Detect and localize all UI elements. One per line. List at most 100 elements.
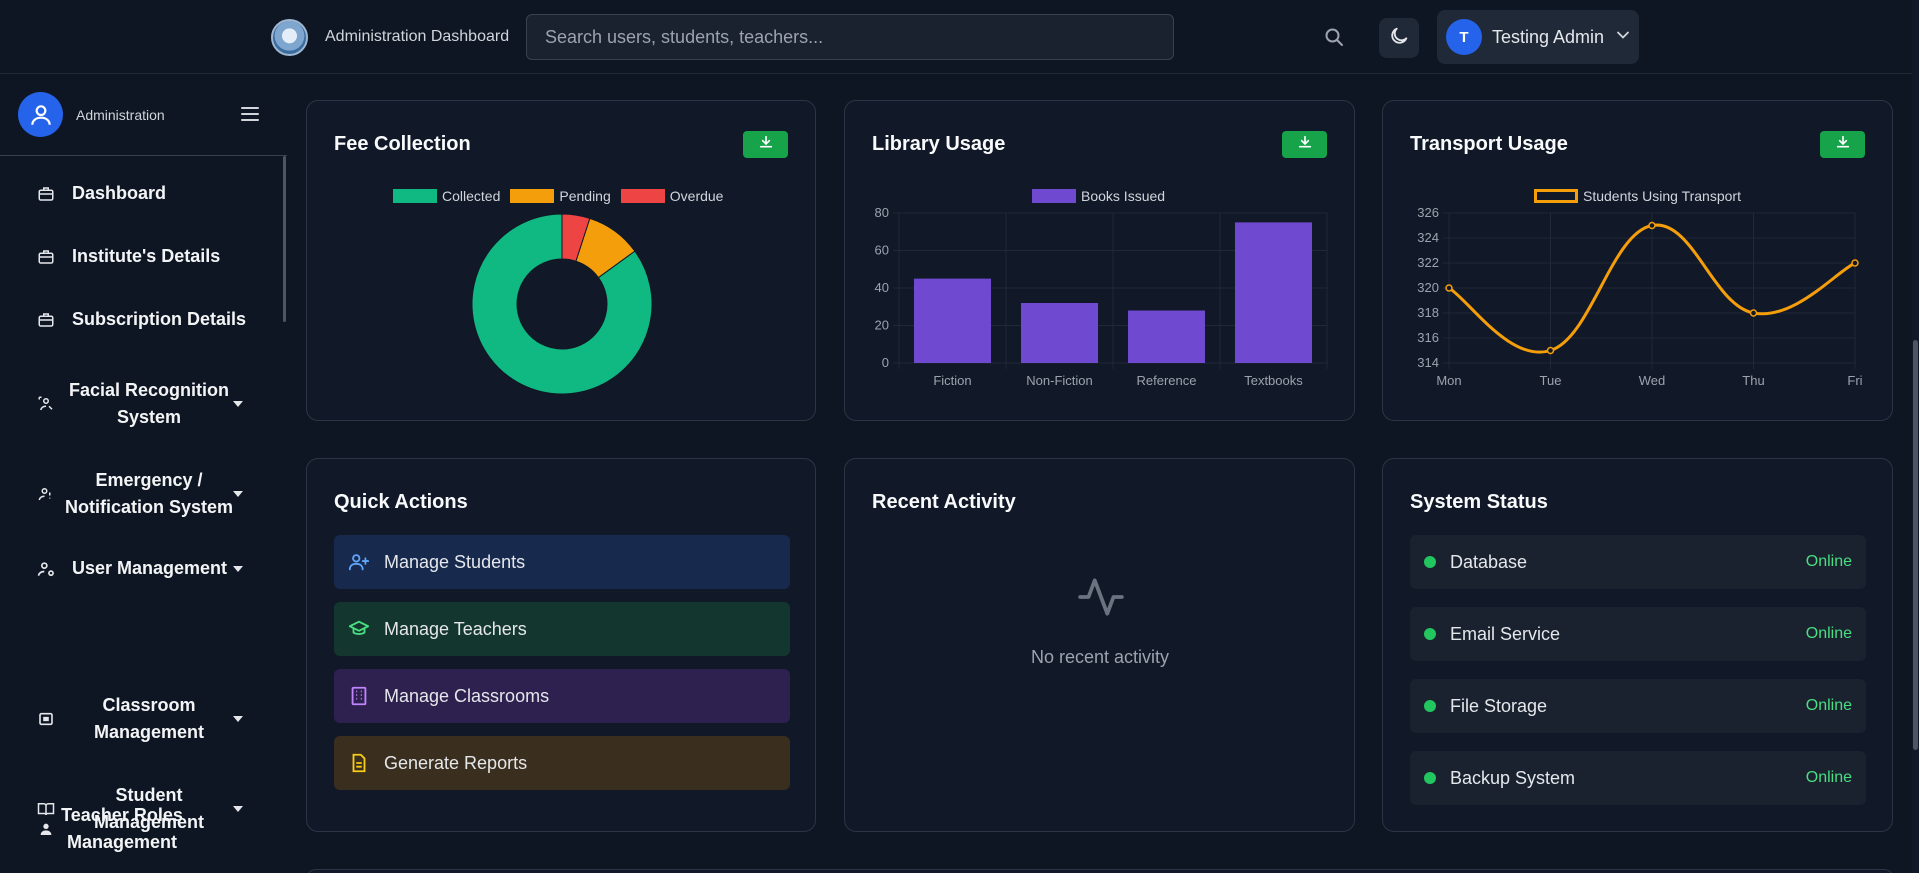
y-tick-label: 40	[875, 280, 889, 295]
sidebar-item-student-management[interactable]: Student Management	[0, 779, 282, 839]
legend-swatch	[1534, 189, 1578, 203]
status-dot	[1424, 628, 1436, 640]
y-tick-label: 324	[1417, 230, 1439, 245]
status-badge: Online	[1805, 553, 1852, 570]
label-line-2: Management	[93, 812, 205, 832]
next-card	[306, 869, 1894, 873]
sidebar-item-classroom-management[interactable]: Classroom Management	[0, 689, 282, 749]
legend-item[interactable]: Pending	[510, 188, 611, 204]
x-tick-label: Fri	[1847, 373, 1862, 388]
y-tick-label: 326	[1417, 205, 1439, 220]
sidebar-item-facial-recognition[interactable]: Facial Recognition System	[0, 374, 282, 434]
y-tick-label: 314	[1417, 355, 1439, 370]
sidebar-header: Administration	[0, 74, 287, 156]
bar	[913, 278, 992, 363]
legend-label: Students Using Transport	[1583, 188, 1741, 204]
label-line-2: Notification System	[64, 497, 234, 517]
data-point	[1445, 284, 1453, 292]
y-tick-label: 60	[875, 243, 889, 258]
pie-slice	[471, 213, 653, 395]
x-tick-label: Thu	[1742, 373, 1764, 388]
legend-item[interactable]: Overdue	[620, 188, 723, 204]
sidebar-scrollbar[interactable]	[283, 156, 286, 322]
status-name: Backup System	[1450, 767, 1576, 788]
user-name: Testing Admin	[1492, 26, 1605, 47]
user-icon	[18, 92, 63, 137]
download-icon	[1835, 134, 1851, 155]
legend-item[interactable]: Books Issued	[1032, 188, 1165, 204]
status-row: File Storage Online	[1410, 679, 1866, 733]
label-line-1: Teacher Roles	[61, 805, 183, 825]
status-badge: Online	[1805, 625, 1852, 642]
label-line-2: Management	[93, 722, 205, 742]
menu-icon[interactable]	[238, 102, 262, 126]
data-point	[1546, 346, 1555, 355]
y-tick-label: 320	[1417, 280, 1439, 295]
manage-classrooms-button[interactable]: Manage Classrooms	[334, 669, 790, 723]
status-row: Database Online	[1410, 535, 1866, 589]
sidebar-item-subscription-details[interactable]: Subscription Details	[0, 300, 282, 340]
search-input[interactable]	[526, 14, 1174, 60]
status-name: Database	[1450, 551, 1528, 572]
graduation-cap-icon	[348, 618, 370, 640]
card-title: Recent Activity	[872, 491, 1016, 513]
chart-legend: Collected Pending Overdue	[393, 188, 723, 204]
legend-item[interactable]: Collected	[393, 188, 500, 204]
legend-swatch	[1032, 189, 1076, 203]
chevron-down-icon	[1616, 28, 1630, 47]
transport-usage-card: Transport Usage Students Using Transport…	[1382, 100, 1893, 421]
fee-donut-chart	[471, 213, 653, 395]
sidebar-item-label: User Management	[72, 558, 228, 578]
sidebar-item-institutes-details[interactable]: Institute's Details	[0, 237, 282, 277]
bar	[1020, 303, 1099, 363]
status-name: File Storage	[1450, 695, 1548, 716]
briefcase-icon	[36, 184, 56, 204]
sidebar-item-label: Facial Recognition System	[58, 377, 240, 431]
sidebar-item-label: Teacher Roles Management	[56, 802, 188, 856]
label-line-2: Management	[66, 832, 178, 852]
library-bar-chart: 0 20 40 60 80 Fiction Non-Fiction Reference Text…	[875, 205, 1328, 388]
label-line-1: Facial Recognition	[68, 380, 230, 400]
legend-item[interactable]: Students Using Transport	[1534, 188, 1741, 204]
bar	[1234, 222, 1313, 363]
sidebar-item-user-management[interactable]: User Management	[0, 549, 282, 589]
board-icon	[36, 709, 56, 729]
sidebar-item-teacher-roles-management[interactable]: Teacher Roles Management	[0, 799, 282, 859]
sidebar-item-label: Emergency / Notification System	[58, 467, 240, 521]
chart-legend: Books Issued	[1032, 188, 1165, 204]
fee-collection-card: Fee Collection Collected Pending Overdue	[306, 100, 816, 421]
y-tick-label: 20	[875, 318, 889, 333]
download-button[interactable]	[1820, 131, 1865, 158]
card-title: System Status	[1410, 491, 1548, 513]
manage-students-button[interactable]: Manage Students	[334, 535, 790, 589]
y-tick-label: 80	[875, 205, 889, 220]
library-usage-card: Library Usage Books Issued 0 20 40 60 80 Fict…	[844, 100, 1355, 421]
manage-teachers-button[interactable]: Manage Teachers	[334, 602, 790, 656]
building-icon	[348, 685, 370, 707]
recent-activity-card: Recent Activity No recent activity	[844, 458, 1355, 832]
download-icon	[1297, 134, 1313, 155]
download-button[interactable]	[743, 131, 788, 158]
search-icon[interactable]	[1322, 25, 1346, 49]
legend-label: Collected	[442, 188, 501, 204]
caret-down-icon	[233, 401, 243, 407]
page-scrollbar-thumb[interactable]	[1913, 340, 1918, 750]
sidebar-item-emergency-notification[interactable]: Emergency / Notification System	[0, 464, 282, 524]
generate-reports-button[interactable]: Generate Reports	[334, 736, 790, 790]
user-plus-icon	[348, 551, 370, 573]
label-line-2: System	[116, 407, 182, 427]
institute-logo	[271, 19, 308, 56]
user-menu[interactable]: T Testing Admin	[1437, 10, 1639, 64]
theme-toggle-button[interactable]	[1379, 18, 1419, 58]
system-status-card: System Status Database Online Email Serv…	[1382, 458, 1893, 832]
status-dot	[1424, 700, 1436, 712]
legend-swatch	[393, 189, 437, 203]
download-button[interactable]	[1282, 131, 1327, 158]
sidebar-item-dashboard[interactable]: Dashboard	[0, 174, 282, 214]
caret-down-icon	[233, 716, 243, 722]
status-dot	[1424, 556, 1436, 568]
chart-legend: Students Using Transport	[1534, 188, 1741, 204]
document-icon	[348, 752, 370, 774]
x-tick-label: Tue	[1540, 373, 1562, 388]
activity-icon	[1076, 572, 1126, 627]
